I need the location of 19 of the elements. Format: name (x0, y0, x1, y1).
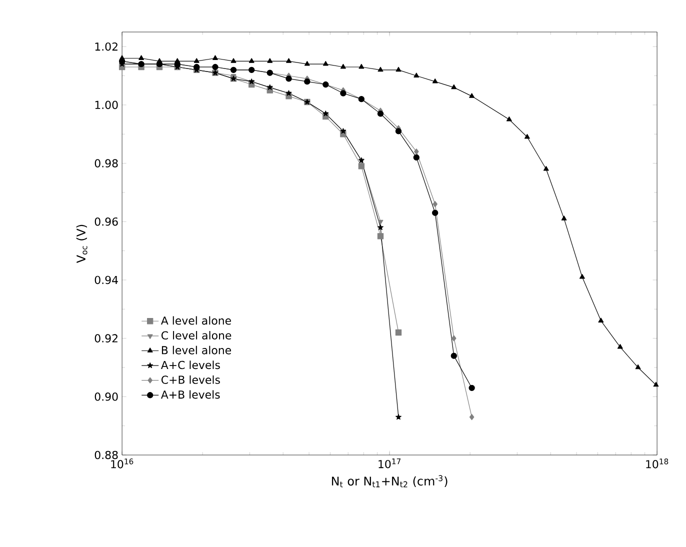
legend-label: C level alone (162, 331, 232, 340)
x-tick-label: 10$^{16}$ (111, 458, 134, 468)
text: N$_{t}$ or N$_{t1}$+N$_{t2}$ (cm$^{-3}$) (332, 475, 448, 488)
y-tick-label: 0.94 (94, 276, 118, 284)
y-tick-label: 0.98 (94, 159, 118, 168)
x-tick-label: 10$^{17}$ (378, 458, 400, 468)
y-tick-label: 0.90 (94, 392, 118, 401)
legend-label: A level alone (160, 316, 231, 325)
y-axis-title: V$_{oc}$ (V) (76, 224, 88, 264)
legend-label: A+C levels (160, 360, 220, 370)
y-tick-label: 1.02 (95, 42, 118, 51)
x-tick-label: 10$^{18}$ (646, 458, 668, 468)
y-tick-label: 0.96 (94, 217, 118, 226)
legend-label: C+B levels (162, 375, 220, 384)
y-tick-label: 0.88 (94, 450, 118, 460)
legend-label: A+B levels (160, 390, 220, 399)
legend-label: B level alone (162, 346, 232, 354)
y-tick-label: 0.92 (94, 334, 118, 342)
y-tick-label: 1.00 (95, 100, 118, 110)
